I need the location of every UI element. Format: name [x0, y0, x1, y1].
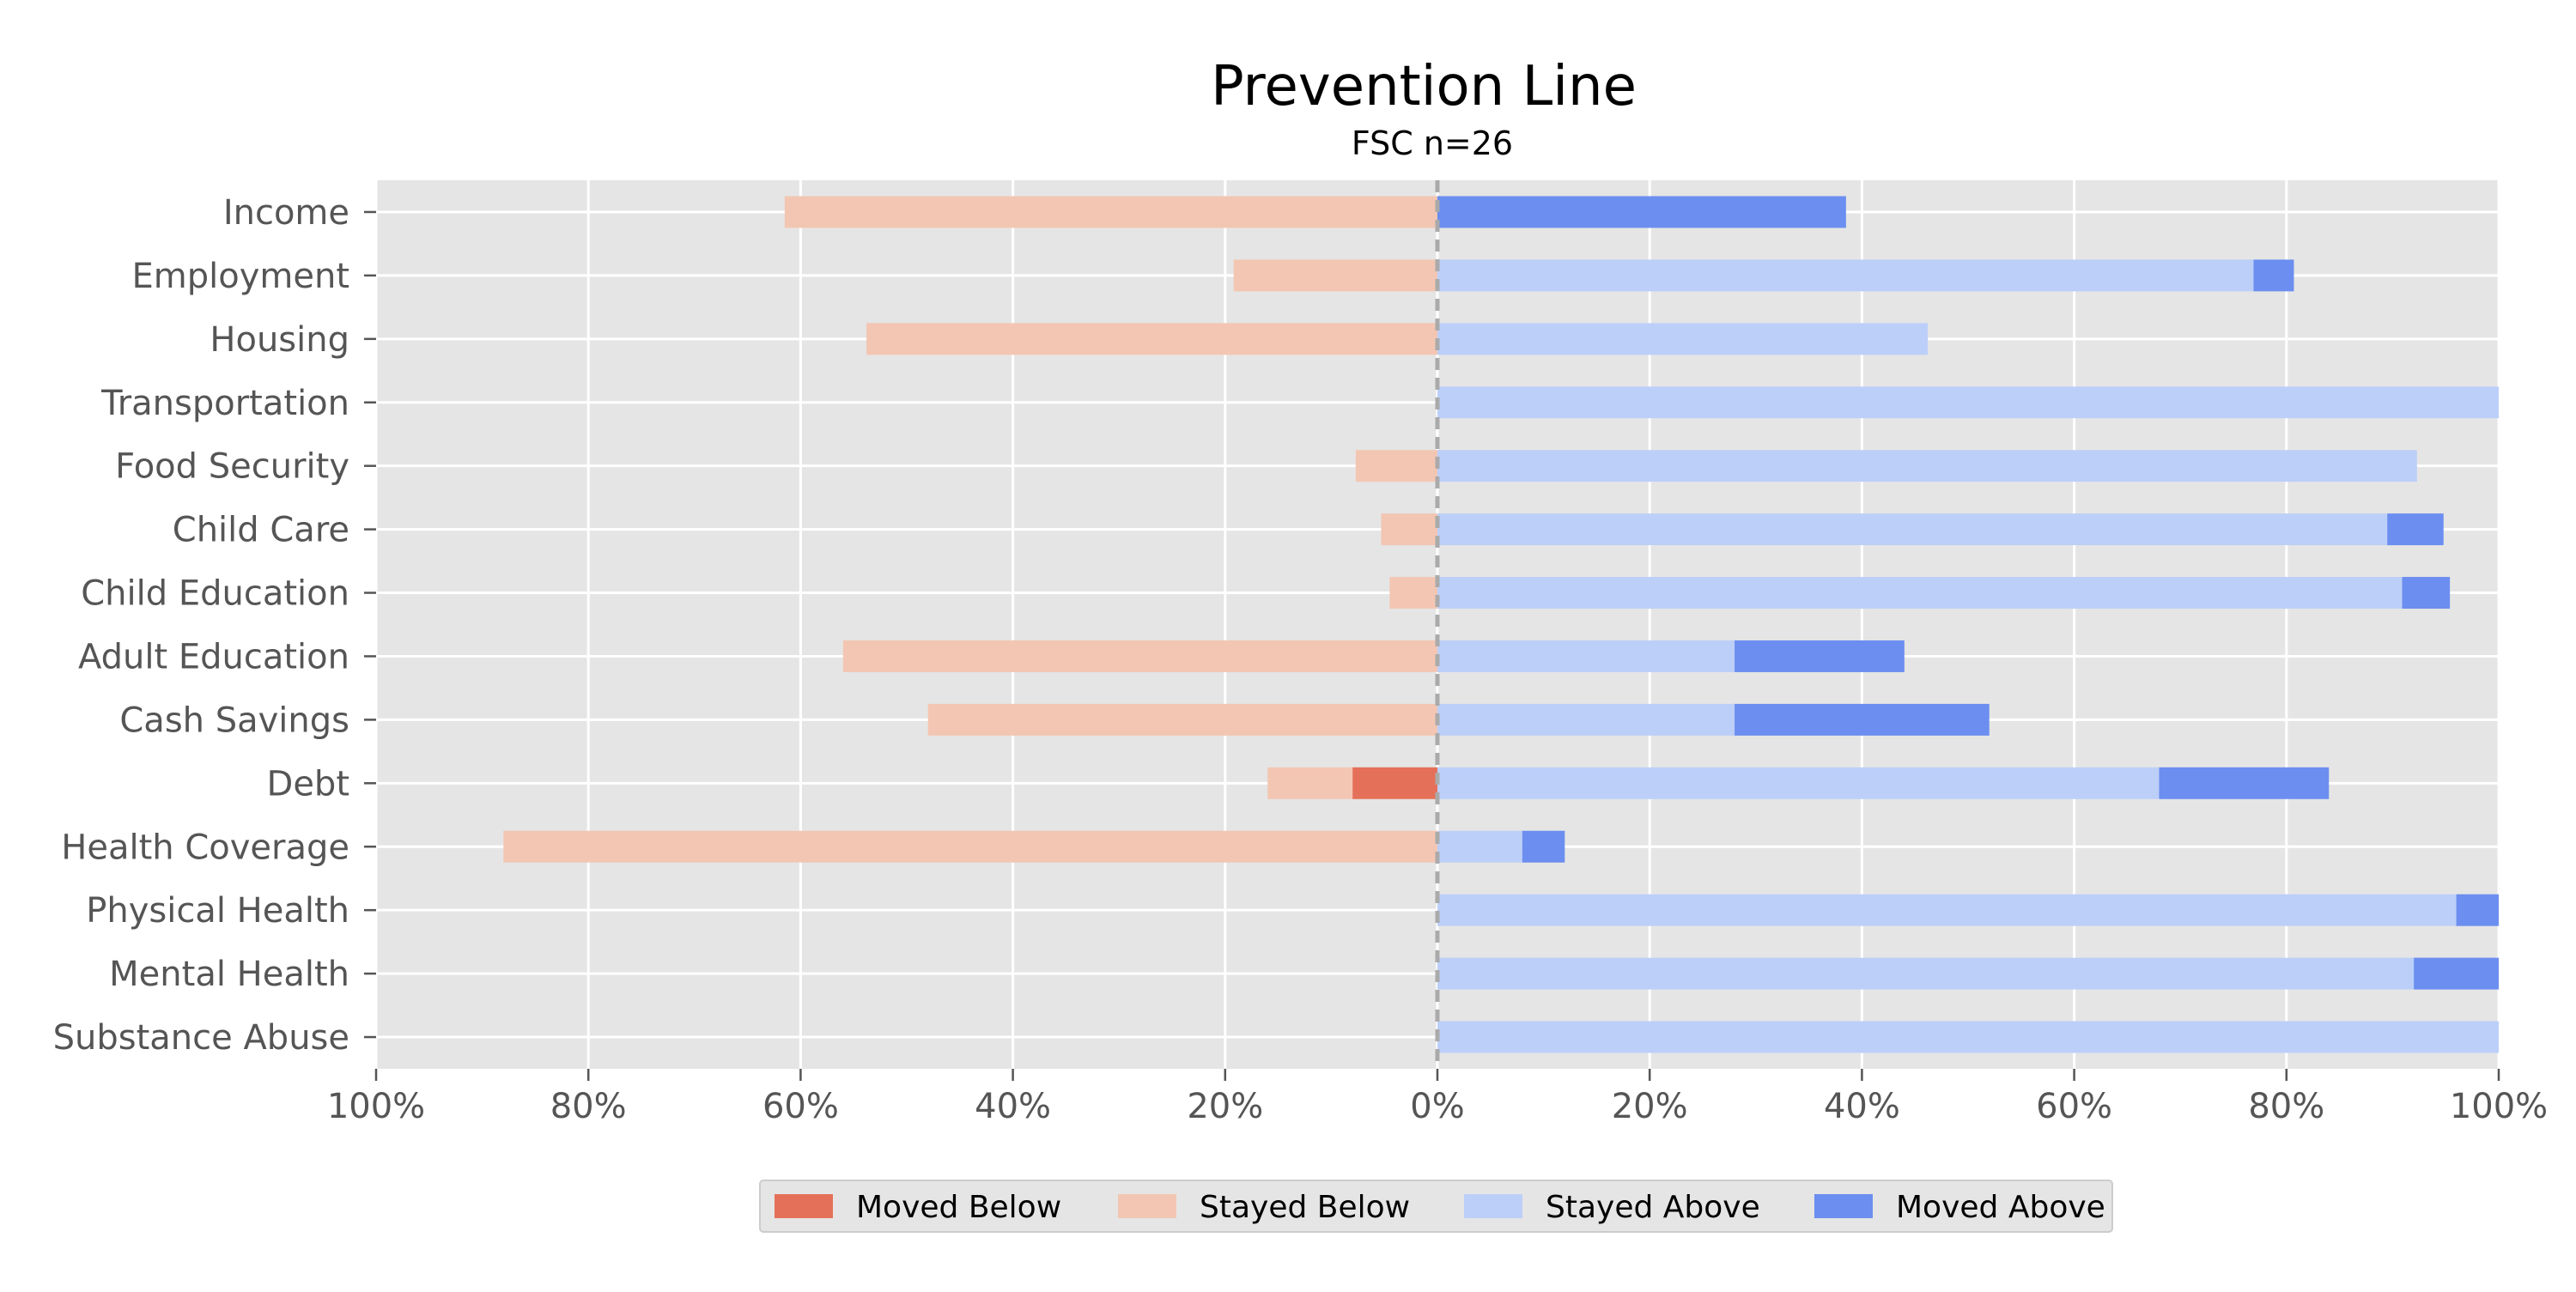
legend-label-stayed-above: Stayed Above	[1546, 1190, 1760, 1225]
legend-box	[759, 1180, 2113, 1233]
y-tick-label: Cash Savings	[119, 701, 349, 740]
bar-stayed-above-food-security	[1437, 450, 2417, 482]
y-tick-label: Income	[223, 193, 349, 233]
x-tick-label: 20%	[1612, 1087, 1688, 1126]
legend-swatch-moved-below	[775, 1194, 833, 1218]
y-axis-ticks: Income Employment Housing Transportation Foo…	[53, 193, 376, 1058]
y-tick-label: Mental Health	[109, 955, 349, 994]
x-tick-label: 60%	[762, 1087, 839, 1126]
bar-moved-above-child-care	[2387, 513, 2444, 546]
x-tick-label: 20%	[1187, 1087, 1263, 1126]
chart-subtitle: FSC n=26	[1352, 124, 1513, 162]
bar-stayed-above-health-coverage	[1437, 830, 1522, 863]
bar-stayed-below-food-security	[1355, 450, 1437, 482]
y-tick-label: Debt	[267, 764, 349, 804]
bar-stayed-above-housing	[1437, 323, 1929, 355]
x-tick-label: 40%	[1824, 1087, 1900, 1126]
bar-stayed-above-child-care	[1437, 513, 2388, 546]
y-tick-label: Physical Health	[86, 891, 349, 931]
bar-stayed-above-cash-savings	[1437, 703, 1735, 736]
y-tick-label: Employment	[132, 257, 350, 296]
y-tick-label: Health Coverage	[61, 828, 349, 867]
legend-swatch-stayed-below	[1118, 1194, 1176, 1218]
bar-stayed-above-adult-education	[1437, 640, 1735, 672]
bar-stayed-below-child-education	[1389, 577, 1437, 610]
bar-stayed-below-cash-savings	[927, 703, 1437, 736]
x-tick-label: 60%	[2036, 1087, 2112, 1126]
bar-moved-below-debt	[1352, 767, 1437, 799]
x-tick-label: 100%	[327, 1087, 425, 1126]
legend: Moved Below Stayed Below Stayed Above Moved…	[759, 1180, 2113, 1233]
bar-stayed-above-child-education	[1437, 577, 2403, 610]
bar-stayed-above-employment	[1437, 259, 2254, 292]
bar-moved-above-physical-health	[2456, 894, 2499, 926]
y-tick-label: Substance Abuse	[53, 1018, 349, 1058]
x-tick-label: 40%	[975, 1087, 1051, 1126]
bar-moved-above-debt	[2159, 767, 2330, 799]
bar-stayed-above-physical-health	[1437, 894, 2457, 926]
legend-label-stayed-below: Stayed Below	[1200, 1190, 1410, 1225]
legend-label-moved-below: Moved Below	[856, 1190, 1061, 1225]
legend-label-moved-above: Moved Above	[1896, 1190, 2105, 1225]
bar-moved-above-income	[1437, 196, 1846, 228]
bar-stayed-below-child-care	[1381, 513, 1437, 546]
bar-moved-above-adult-education	[1735, 640, 1905, 672]
bar-moved-above-cash-savings	[1735, 703, 1990, 736]
x-tick-label: 0%	[1410, 1087, 1464, 1126]
x-tick-label: 80%	[550, 1087, 627, 1126]
bar-moved-above-mental-health	[2414, 957, 2499, 990]
bars	[503, 196, 2499, 1053]
bar-stayed-above-mental-health	[1437, 957, 2415, 990]
x-tick-label: 80%	[2248, 1087, 2324, 1126]
legend-swatch-moved-above	[1814, 1194, 1873, 1218]
y-tick-label: Transportation	[100, 384, 349, 423]
bar-stayed-above-debt	[1437, 767, 2160, 799]
legend-swatch-stayed-above	[1464, 1194, 1522, 1218]
y-tick-label: Child Education	[81, 574, 349, 614]
bar-stayed-below-adult-education	[842, 640, 1437, 672]
bar-stayed-below-debt	[1267, 767, 1353, 799]
y-tick-label: Child Care	[173, 511, 349, 550]
bar-stayed-below-employment	[1233, 259, 1437, 292]
bar-stayed-above-substance-abuse	[1437, 1021, 2499, 1053]
y-tick-label: Adult Education	[78, 637, 349, 676]
x-tick-label: 100%	[2450, 1087, 2548, 1126]
y-tick-label: Housing	[210, 320, 349, 360]
bar-stayed-below-health-coverage	[503, 830, 1437, 863]
bar-moved-above-employment	[2253, 259, 2294, 292]
bar-moved-above-child-education	[2402, 577, 2451, 610]
y-tick-label: Food Security	[115, 447, 349, 487]
bar-stayed-below-housing	[866, 323, 1437, 355]
x-axis-ticks: 100% 80% 60% 40% 20% 0% 20% 40% 60% 80% 100%	[327, 1069, 2548, 1126]
bar-moved-above-health-coverage	[1522, 830, 1565, 863]
bar-stayed-below-income	[784, 196, 1437, 228]
bar-stayed-above-transportation	[1437, 386, 2499, 419]
chart-title: Prevention Line	[1211, 55, 1637, 118]
